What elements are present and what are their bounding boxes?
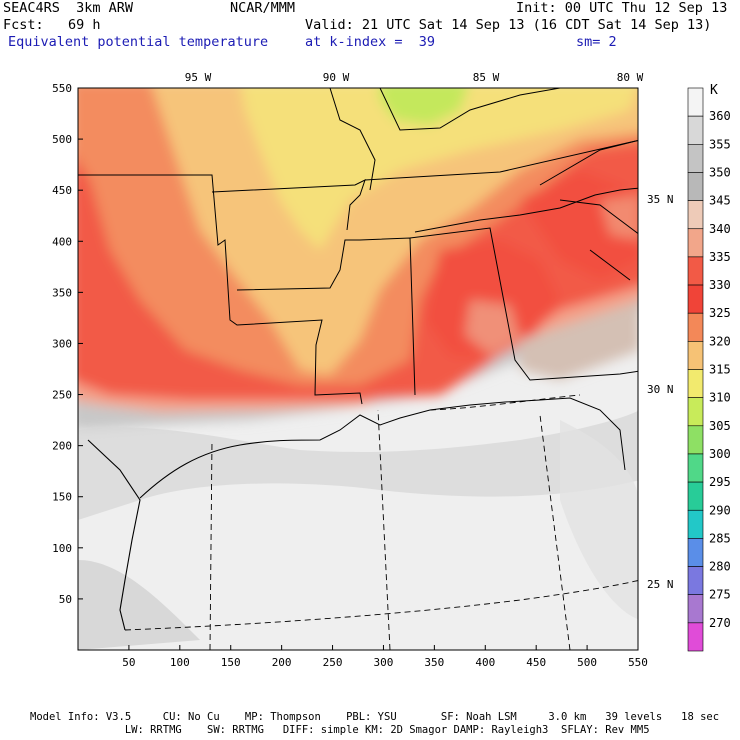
colorbar-level-label: 315 <box>709 363 731 377</box>
colorbar-swatch <box>687 172 704 201</box>
colorbar-swatch <box>687 453 704 483</box>
boundaries <box>78 88 638 631</box>
colorbar-level-label: 320 <box>709 334 731 348</box>
x-tick-label: 300 <box>374 656 394 669</box>
x-tick-label: 50 <box>122 656 135 669</box>
y-tick-label: 50 <box>59 593 72 606</box>
equivalent-potential-temperature-field <box>78 88 638 650</box>
lat-label: 25 N <box>647 578 674 591</box>
smoothing-label: sm= 2 <box>576 34 617 50</box>
y-tick-label: 200 <box>52 440 72 453</box>
colorbar-level-label: 335 <box>709 250 731 264</box>
model-title: SEAC4RS 3km ARW <box>3 0 134 16</box>
x-tick-label: 150 <box>221 656 241 669</box>
lat-label: 30 N <box>647 383 674 396</box>
init-time: Init: 00 UTC Thu 12 Sep 13 <box>516 0 728 16</box>
colorbar-level-label: 350 <box>709 165 731 179</box>
x-tick-label: 200 <box>272 656 292 669</box>
y-tick-label: 150 <box>52 491 72 504</box>
lon-label: 90 W <box>323 71 350 84</box>
colorbar-level-label: 275 <box>709 588 731 602</box>
y-tick-label: 350 <box>52 286 72 299</box>
y-tick-label: 100 <box>52 542 72 555</box>
colorbar-swatch <box>687 425 704 455</box>
colorbar-level-label: 305 <box>709 419 731 433</box>
colorbar-swatch <box>687 509 704 539</box>
colorbar-unit: K <box>710 83 718 98</box>
y-tick-label: 500 <box>52 133 72 146</box>
x-tick-label: 100 <box>170 656 190 669</box>
lon-label: 85 W <box>473 71 500 84</box>
grid-lines <box>124 394 638 650</box>
colorbar-level-label: 285 <box>709 531 731 545</box>
forecast-hour: Fcst: 69 h <box>3 17 101 33</box>
colorbar-swatch <box>687 369 704 398</box>
colorbar-swatch <box>687 622 704 652</box>
colorbar-swatch <box>687 144 704 173</box>
colorbar-swatch <box>687 87 704 117</box>
lon-label: 95 W <box>185 71 212 84</box>
colorbar-swatch <box>687 397 704 427</box>
colorbar-level-label: 360 <box>709 109 731 123</box>
x-tick-label: 250 <box>323 656 343 669</box>
x-tick-label: 350 <box>424 656 444 669</box>
colorbar-swatch <box>687 566 704 595</box>
x-axis-ticks: 50 100 150 200 250 300 350 400 450 500 550 <box>122 645 648 669</box>
x-tick-label: 550 <box>628 656 648 669</box>
y-tick-label: 250 <box>52 389 72 402</box>
colorbar-swatch <box>687 256 704 286</box>
colorbar-level-label: 330 <box>709 278 731 292</box>
colorbar-swatch <box>687 341 704 370</box>
colorbar-level-label: 280 <box>709 560 731 574</box>
colorbar-level-label: 300 <box>709 447 731 461</box>
y-tick-label: 300 <box>52 337 72 350</box>
colorbar-swatch <box>687 200 704 230</box>
colorbar-level-label: 290 <box>709 503 731 517</box>
org-label: NCAR/MMM <box>230 0 296 16</box>
y-axis-ticks: 50 100 150 200 250 300 350 400 450 500 550 <box>52 82 83 606</box>
colorbar-swatch <box>687 284 704 314</box>
field-name: Equivalent potential temperature <box>8 34 269 50</box>
y-tick-label: 450 <box>52 184 72 197</box>
level-label: at k-index = 39 <box>305 34 436 50</box>
model-info-line1: Model Info: V3.5 CU: No Cu MP: Thompson … <box>30 711 720 723</box>
x-tick-label: 400 <box>475 656 495 669</box>
x-tick-label: 450 <box>526 656 546 669</box>
map-frame <box>77 87 639 651</box>
lon-label: 80 W <box>617 71 644 84</box>
model-info-line2: LW: RRTMG SW: RRTMG DIFF: simple KM: 2D … <box>30 724 650 736</box>
colorbar-level-label: 345 <box>709 194 731 208</box>
y-tick-label: 400 <box>52 235 72 248</box>
colorbar-level-label: 295 <box>709 475 731 489</box>
y-tick-label: 550 <box>52 82 72 95</box>
valid-time: Valid: 21 UTC Sat 14 Sep 13 (16 CDT Sat … <box>305 17 712 33</box>
colorbar-swatch <box>687 594 704 624</box>
colorbar-level-label: 310 <box>709 391 731 405</box>
colorbar-level-label: 325 <box>709 306 731 320</box>
colorbar-swatch <box>687 115 704 145</box>
colorbar-swatch <box>687 481 704 511</box>
colorbar-swatch <box>687 312 704 342</box>
colorbar-level-label: 340 <box>709 222 731 236</box>
colorbar-level-label: 355 <box>709 137 731 151</box>
colorbar-level-label: 270 <box>709 616 731 630</box>
colorbar-swatch <box>687 538 704 567</box>
colorbar: 360 355 350 345 340 335 330 325 320 315 310 305 300 2… <box>687 87 731 652</box>
x-tick-label: 500 <box>577 656 597 669</box>
lat-label: 35 N <box>647 193 674 206</box>
colorbar-swatch <box>687 228 704 258</box>
